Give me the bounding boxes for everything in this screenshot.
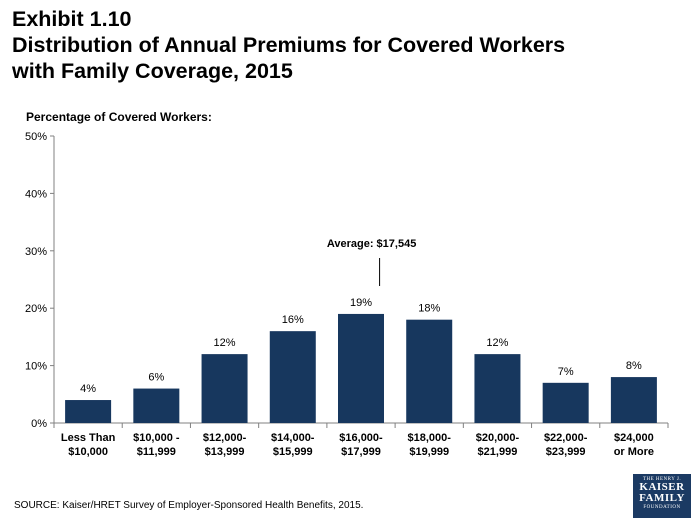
bar	[133, 388, 180, 423]
title-line-1: Exhibit 1.10	[12, 7, 132, 31]
y-tick-label: 10%	[25, 361, 47, 373]
average-annotation: Average: $17,545	[327, 238, 417, 250]
y-tick-label: 20%	[25, 303, 47, 315]
x-category-label: $14,000-	[271, 432, 315, 444]
x-category-label: $16,000-	[339, 432, 383, 444]
bar	[338, 313, 384, 423]
bar-data-label: 16%	[282, 314, 304, 326]
logo-line-1: THE HENRY J.	[642, 477, 682, 482]
title-line-3: with Family Coverage, 2015	[12, 59, 293, 83]
logo-line-4: FOUNDATION	[643, 505, 681, 510]
bar	[201, 354, 248, 423]
bar	[474, 354, 521, 423]
bar	[610, 377, 657, 423]
bar	[269, 331, 316, 423]
x-category-label: $21,999	[478, 446, 518, 458]
x-category-label: $22,000-	[544, 432, 588, 444]
bar-data-label: 8%	[626, 360, 642, 372]
bar-chart: 0% 10% 20% 30% 40% 50% 4% Less Than $10,000 6% $10…	[25, 131, 669, 458]
y-tick-label: 40%	[25, 188, 47, 200]
x-category-label: $10,000 -	[133, 432, 180, 444]
x-category-label: $18,000-	[408, 432, 452, 444]
x-category-label: $13,999	[205, 446, 245, 458]
x-category-label: $15,999	[273, 446, 313, 458]
y-tick-label: 0%	[31, 418, 47, 430]
source-note: SOURCE: Kaiser/HRET Survey of Employer-S…	[14, 500, 364, 511]
logo-line-3: FAMILY	[639, 492, 685, 504]
bar	[542, 382, 589, 423]
x-category-label: $20,000-	[476, 432, 520, 444]
bar-data-label: 12%	[214, 337, 236, 349]
bar-data-label: 19%	[350, 297, 372, 309]
y-tick-label: 50%	[25, 131, 47, 143]
bar	[406, 319, 453, 423]
kff-logo: THE HENRY J. KAISER FAMILY FOUNDATION	[633, 474, 691, 518]
y-axis-title: Percentage of Covered Workers:	[26, 110, 212, 124]
x-category-label: Less Than	[61, 432, 116, 444]
x-category-label: $19,999	[409, 446, 449, 458]
bar-data-label: 6%	[148, 372, 164, 384]
x-category-label: $17,999	[341, 446, 381, 458]
chart-title: Exhibit 1.10 Distribution of Annual Prem…	[12, 6, 565, 84]
y-tick-label: 30%	[25, 246, 47, 258]
logo-line-2: KAISER	[639, 481, 685, 493]
bar-data-label: 7%	[558, 366, 574, 378]
x-category-label: $24,000	[614, 432, 654, 444]
bar-data-label: 18%	[418, 303, 440, 315]
title-line-2: Distribution of Annual Premiums for Cove…	[12, 33, 566, 57]
bar-data-label: 12%	[486, 337, 508, 349]
x-category-label: $12,000-	[203, 432, 247, 444]
bar-data-label: 4%	[80, 383, 96, 395]
x-category-label: $10,000	[68, 446, 108, 458]
x-category-label: $11,999	[137, 446, 176, 458]
x-category-label: $23,999	[546, 446, 586, 458]
bar	[65, 400, 112, 423]
x-category-label: or More	[614, 446, 654, 458]
